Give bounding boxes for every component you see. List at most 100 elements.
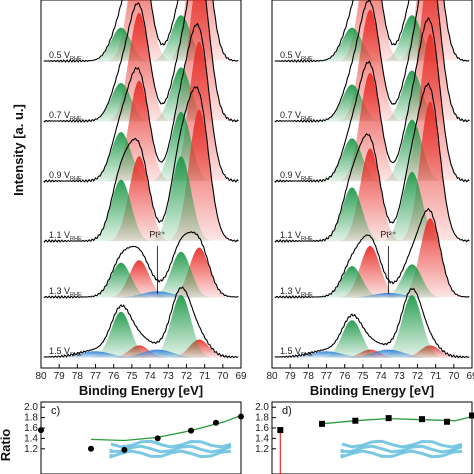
ratio-panel-c: 2.01.81.61.41.2 c) [24, 401, 244, 474]
x-tick-label: 80 [266, 371, 278, 382]
x-tick-label: 71 [199, 371, 211, 382]
spectrum-line [274, 207, 470, 299]
x-tick-label: 80 [35, 371, 47, 382]
y-axis-label-ratio: Ratio [0, 429, 13, 462]
potential-label: 0.9 VRHE [280, 170, 313, 182]
peak-component [278, 351, 374, 358]
peak-component [322, 320, 382, 358]
pt2-annotation: Pt²⁺ [149, 230, 166, 240]
peak-component [322, 266, 382, 298]
x-tick-label: 79 [285, 371, 297, 382]
x-tick-label: 69 [466, 371, 474, 382]
y-tick-label: 1.4 [255, 433, 269, 444]
fit-curve [90, 414, 242, 442]
y-tick-label: 1.6 [24, 423, 38, 434]
y-tick-label: 1.8 [255, 413, 269, 424]
peak-component [47, 351, 143, 358]
y-tick-label: 1.8 [24, 413, 38, 424]
x-tick-label: 76 [339, 371, 351, 382]
spectrum-line [274, 16, 470, 183]
peak-component [151, 251, 211, 298]
potential-label: 0.7 VRHE [49, 110, 82, 122]
peak-component [322, 187, 382, 242]
y-tick-label: 2.0 [255, 402, 269, 413]
data-point [88, 445, 94, 452]
plot-frame [271, 0, 473, 369]
peak-component [91, 262, 151, 298]
x-tick-label: 74 [376, 371, 388, 382]
x-axis-label: Binding Energy [eV] [79, 383, 203, 398]
spectrum-line [43, 230, 239, 299]
x-tick-label: 73 [163, 371, 175, 382]
potential-label: 0.9 VRHE [49, 170, 82, 182]
data-point [213, 419, 219, 426]
data-point [419, 416, 425, 423]
x-tick-label: 73 [394, 371, 406, 382]
spectrum-line [43, 0, 239, 123]
data-point [238, 413, 244, 420]
x-tick-label: 78 [303, 371, 315, 382]
spectra-panel-a: 80 79 78 77 76 75 74 73 72 71 70 69 Binding Energy [… [35, 0, 247, 398]
ratio-panel-d: 2.01.81.61.41.2 d) [255, 401, 474, 474]
spectra-panel-b: 80 79 78 77 76 75 74 73 72 71 70 69 Binding Energy [… [266, 0, 474, 398]
y-axis-label-intensity: Intensity [a. u.] [11, 104, 26, 196]
plot-frame [40, 401, 242, 474]
peak-component [91, 179, 151, 242]
spectrum-line [43, 22, 239, 183]
peak-component [151, 156, 211, 242]
y-tick-label: 1.4 [24, 433, 38, 444]
fit-curve [321, 415, 473, 425]
data-point [385, 415, 392, 422]
spectrum-line [43, 85, 239, 243]
x-tick-label: 71 [430, 371, 442, 382]
x-tick-label: 77 [321, 371, 333, 382]
peak-component [151, 295, 211, 358]
spectrum-line [274, 82, 470, 243]
peak-component [382, 264, 442, 298]
y-tick-label: 1.2 [24, 444, 38, 455]
x-tick-label: 70 [448, 371, 460, 382]
y-tick-label: 1.2 [255, 444, 269, 455]
surface-illustration [340, 439, 463, 459]
x-tick-label: 79 [54, 371, 66, 382]
x-tick-label: 70 [217, 371, 229, 382]
spectrum-line [274, 287, 470, 359]
peak-component [91, 311, 151, 358]
spectrum-5: 1.5 VRHE [274, 287, 470, 359]
plot-frame [40, 0, 242, 369]
data-point [319, 420, 325, 427]
spectrum-line [274, 0, 470, 64]
x-tick-label: 77 [90, 371, 102, 382]
x-tick-label: 76 [108, 371, 120, 382]
x-tick-label: 74 [145, 371, 157, 382]
x-tick-label: 75 [357, 371, 369, 382]
y-tick-label: 1.6 [255, 423, 269, 434]
x-tick-label: 72 [181, 371, 193, 382]
data-point [154, 435, 161, 442]
peak-component [340, 349, 436, 358]
data-point [444, 418, 450, 425]
data-point [277, 427, 284, 434]
x-tick-label: 78 [72, 371, 84, 382]
x-tick-label: 75 [126, 371, 138, 382]
spectrum-line [43, 286, 239, 359]
data-point [121, 446, 128, 453]
y-tick-label: 2.0 [24, 402, 38, 413]
plot-frame [271, 401, 473, 474]
data-point [469, 412, 474, 419]
spectrum-line [274, 0, 470, 123]
spectrum-line [43, 0, 239, 64]
pt2-annotation: Pt²⁺ [380, 230, 397, 240]
x-tick-label: 72 [412, 371, 424, 382]
spectrum-5: 1.5 VRHE [43, 286, 239, 359]
surface-illustration [109, 439, 232, 459]
panel-label: c) [51, 405, 60, 417]
spectrum-3: 1.1 VRHE [43, 85, 239, 243]
panel-label: d) [282, 405, 292, 417]
peak-component [382, 295, 442, 358]
x-axis-label: Binding Energy [eV] [310, 383, 434, 398]
data-point [188, 427, 194, 434]
x-tick-label: 69 [235, 371, 247, 382]
